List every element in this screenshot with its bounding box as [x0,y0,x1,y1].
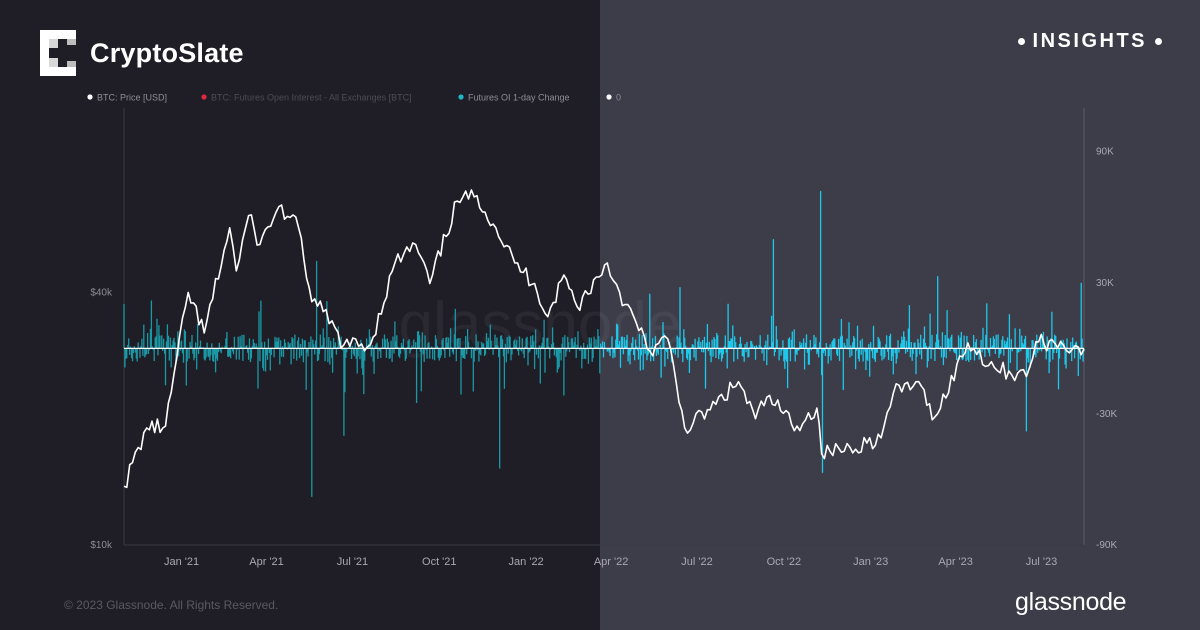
x-tick-label: Apr '21 [249,556,284,568]
x-tick-label: Jan '21 [164,556,199,568]
dot-icon [1155,38,1162,45]
insights-label: INSIGHTS [1032,30,1147,52]
y-right-tick-label: -30K [1096,409,1117,420]
x-tick-label: Apr '23 [938,556,973,568]
cryptoslate-logo-icon [40,30,76,76]
legend-marker [201,94,207,100]
x-tick-label: Jul '21 [337,556,368,568]
x-tick-label: Jan '23 [853,556,888,568]
insights-badge: INSIGHTS [1010,30,1170,53]
x-tick-label: Apr '22 [594,556,629,568]
x-tick-label: Oct '21 [422,556,457,568]
y-right-tick-label: 30K [1096,278,1114,289]
legend-label: BTC: Price [USD] [97,93,167,103]
y-right-ticks: 90K 30K -30K -90K [1096,147,1117,551]
legend-label: Futures OI 1-day Change [468,93,570,103]
glassnode-logo: glassnode [1015,588,1127,616]
chart-legend: BTC: Price [USD] BTC: Futures Open Intere… [87,93,621,103]
y-left-tick-label: $40k [90,287,113,298]
x-tick-label: Jul '23 [1026,556,1057,568]
legend-marker [87,94,93,100]
brand-name: CryptoSlate [90,37,244,68]
x-tick-label: Oct '22 [767,556,802,568]
dot-icon [1017,38,1025,45]
background-right [600,0,1200,630]
y-right-tick-label: 90K [1096,147,1114,158]
legend-marker [458,94,464,100]
y-left-ticks: $40k $10k [90,287,113,551]
background-left [0,0,600,630]
y-left-tick-label: $10k [90,540,113,551]
price-line [123,189,1085,489]
oi-change-bars [123,191,1085,497]
x-tick-label: Jan '22 [509,556,544,568]
x-tick-label: Jul '22 [681,556,712,568]
legend-label: 0 [616,93,621,103]
y-right-tick-label: -90K [1096,540,1117,551]
legend-marker [606,94,612,100]
x-ticks: Jan '21 Apr '21 Jul '21 Oct '21 Jan '22 Apr '… [164,556,1057,568]
price-line-group [123,189,1085,489]
copyright: © 2023 Glassnode. All Rights Reserved. [64,598,279,612]
brand: CryptoSlate [40,30,244,76]
legend-label: BTC: Futures Open Interest - All Exchang… [211,93,412,103]
